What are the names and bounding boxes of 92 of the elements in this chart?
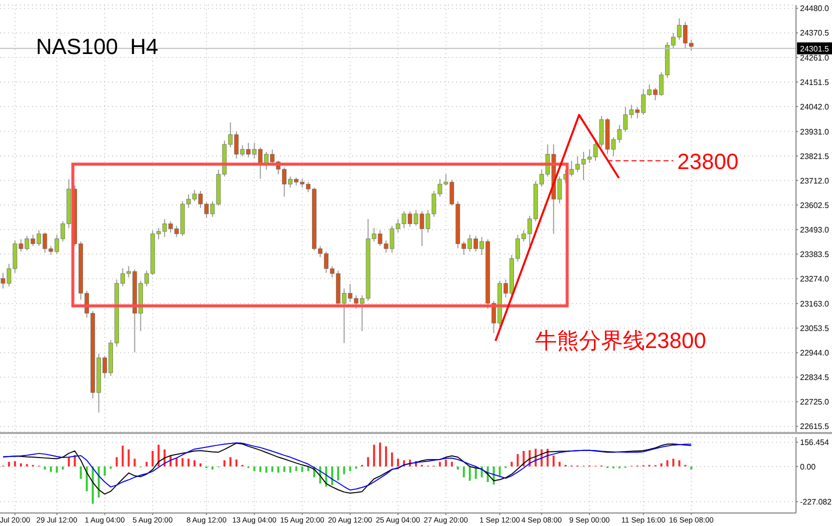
bar — [86, 466, 88, 492]
bar — [188, 458, 190, 466]
bar — [56, 466, 58, 473]
bar — [355, 466, 358, 469]
bar — [44, 466, 46, 470]
bar — [283, 466, 286, 472]
bar — [20, 463, 22, 466]
y-tick-label: 23712.0 — [800, 176, 830, 186]
bar — [74, 454, 76, 466]
bar — [152, 450, 154, 466]
y-tick-label: 23931.0 — [800, 127, 830, 136]
bar — [672, 458, 674, 466]
bar — [331, 466, 334, 486]
bar — [146, 462, 148, 466]
bar — [229, 457, 232, 466]
y-tick-label: 22725.0 — [800, 398, 830, 407]
bar — [14, 461, 16, 466]
bar — [277, 466, 280, 473]
bar — [182, 458, 184, 466]
text: NAS100 H4 — [36, 34, 158, 59]
y-tick-label: 24042.0 — [800, 102, 830, 112]
bar — [80, 466, 82, 479]
bar — [444, 460, 447, 466]
bar — [337, 466, 340, 480]
bar — [200, 463, 202, 466]
bar — [158, 444, 160, 466]
bar — [367, 457, 370, 466]
y-tick-label: 23821.5 — [800, 152, 830, 161]
bar — [116, 457, 118, 466]
bar — [558, 462, 561, 466]
bar — [50, 466, 52, 472]
bar — [450, 462, 453, 466]
bar — [194, 460, 196, 466]
y-tick-label: 24480.0 — [800, 4, 830, 14]
bar — [301, 466, 304, 472]
bar — [110, 466, 112, 469]
bar — [678, 460, 680, 466]
bar — [343, 466, 346, 474]
bar — [690, 466, 692, 470]
bar — [271, 466, 274, 472]
bar — [98, 466, 100, 498]
ref-line-label: 23800 — [677, 148, 738, 174]
bar — [666, 460, 668, 466]
y-tick-label: 0.00 — [800, 462, 816, 472]
bar — [223, 460, 226, 466]
y-tick-label: 23274.0 — [800, 274, 830, 284]
bar — [128, 449, 130, 466]
bar — [438, 462, 441, 466]
y-tick-label: 24370.5 — [800, 28, 830, 38]
annotation: 牛熊分界线23800 — [534, 328, 706, 354]
bar — [68, 457, 70, 466]
bar — [516, 454, 519, 466]
y-tick-label: 23163.0 — [800, 299, 830, 308]
y-tick-label: 24261.0 — [800, 53, 830, 62]
bar — [391, 452, 394, 466]
bar — [104, 466, 106, 476]
y-tick-label: 22944.0 — [800, 348, 830, 358]
bar — [660, 463, 662, 466]
bar — [289, 466, 292, 473]
bar — [498, 466, 501, 476]
y-tick-label: 22834.5 — [800, 373, 830, 382]
bar — [385, 446, 388, 466]
y-tick-label: -227.082 — [800, 498, 832, 507]
bar — [522, 450, 525, 466]
y-tick-label: 23383.5 — [800, 250, 830, 259]
bar — [349, 466, 352, 472]
bar — [253, 466, 256, 472]
bar — [397, 458, 400, 466]
y-tick-label: 23493.0 — [800, 225, 830, 234]
y-tick-label: 156.454 — [800, 438, 830, 448]
y-tick-label: 23053.5 — [800, 324, 830, 333]
bar — [552, 456, 555, 466]
bar — [510, 462, 513, 466]
bar — [265, 466, 268, 473]
bar — [259, 466, 262, 472]
bar — [122, 446, 124, 466]
y-tick-label: 24151.5 — [800, 78, 830, 87]
bar — [92, 466, 94, 504]
bar — [235, 459, 238, 466]
bar — [295, 466, 298, 472]
bar — [462, 466, 465, 478]
bar — [134, 458, 136, 466]
bar — [379, 442, 382, 466]
bar — [62, 466, 64, 470]
y-tick-label: 22615.5 — [800, 422, 830, 432]
y-tick-label: 23602.5 — [800, 200, 830, 210]
bar — [468, 466, 471, 481]
ref-line-label: 24301.5 — [800, 44, 830, 54]
bar — [176, 458, 178, 466]
bar — [211, 466, 214, 470]
bar — [373, 444, 376, 466]
bar — [456, 466, 459, 470]
